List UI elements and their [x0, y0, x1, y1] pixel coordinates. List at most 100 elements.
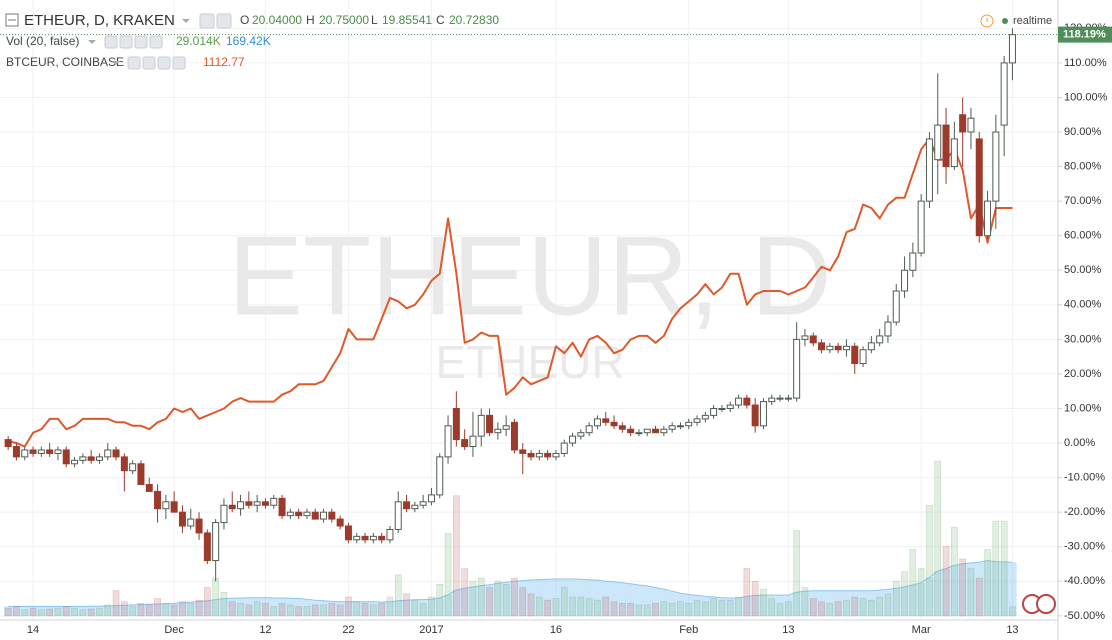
candle-body: [801, 335, 809, 340]
volume-bar: [843, 599, 850, 617]
volume-ma-area: [792, 592, 801, 616]
volume-ma-area: [485, 584, 494, 616]
candle-body: [469, 435, 477, 448]
volume-ma-area: [958, 563, 967, 616]
volume-ma-area: [950, 565, 959, 616]
volume-ma-area: [302, 599, 312, 616]
header-icon[interactable]: [199, 13, 215, 29]
volume-bar: [785, 601, 792, 617]
y-tick-label: 80.00%: [1064, 160, 1102, 172]
candle-body: [917, 200, 925, 254]
volume-bar: [569, 596, 576, 617]
volume-bar: [453, 495, 460, 617]
volume-bar: [179, 601, 186, 617]
candle-body: [502, 425, 510, 430]
dropdown[interactable]: [112, 61, 120, 65]
volume-bar: [71, 607, 78, 617]
volume-bar: [760, 588, 767, 617]
candle-body: [901, 269, 909, 292]
candle-body: [21, 449, 29, 458]
volume-bar: [851, 596, 859, 617]
legend-icon[interactable]: [127, 56, 141, 70]
volume-bar: [54, 607, 62, 617]
candle-body: [178, 511, 186, 527]
candle-body: [71, 459, 79, 465]
volume-ma-area: [502, 582, 511, 616]
volume-bar: [859, 598, 867, 617]
volume-ma-area: [443, 594, 453, 616]
candle-body: [386, 528, 394, 541]
volume-bar: [643, 604, 651, 617]
volume-bar: [303, 606, 311, 617]
events-icon[interactable]: [1036, 594, 1056, 614]
volume-ma-area: [742, 596, 751, 616]
open-label: O: [240, 13, 249, 27]
candle-body: [46, 449, 54, 454]
high-label: H: [306, 13, 315, 27]
volume-ma-area: [609, 581, 619, 616]
alert-icon[interactable]: [980, 14, 994, 28]
volume-bar: [909, 549, 917, 617]
volume-ma-area: [286, 598, 295, 616]
dropdown[interactable]: [182, 19, 190, 23]
legend-icon[interactable]: [104, 35, 118, 49]
header-icon[interactable]: [216, 13, 232, 29]
volume-ma-area: [634, 585, 644, 616]
volume-bar: [428, 596, 435, 617]
legend-icon[interactable]: [172, 56, 186, 70]
volume-bar: [527, 593, 535, 617]
volume-bar: [768, 598, 776, 617]
volume-ma-area: [535, 579, 544, 616]
volume-bar: [984, 549, 991, 617]
candle-body: [867, 342, 875, 351]
volume-ma-area: [1008, 562, 1017, 616]
dropdown[interactable]: [88, 40, 96, 44]
legend-icon[interactable]: [134, 35, 148, 49]
realtime-dot: [1002, 18, 1008, 24]
symbol-icon[interactable]: [5, 13, 19, 27]
volume-bar: [46, 608, 53, 617]
volume-bar: [735, 596, 742, 617]
legend-icon[interactable]: [157, 56, 171, 70]
y-tick-label: 40.00%: [1064, 299, 1102, 311]
volume-bar: [129, 606, 136, 617]
volume-bar: [162, 603, 170, 617]
y-tick-label: 10.00%: [1064, 402, 1102, 414]
candle-body: [569, 435, 577, 444]
volume-ma-area: [327, 601, 336, 616]
volume-ma-area: [867, 590, 876, 616]
volume-bar: [868, 599, 875, 617]
y-tick-label: 50.00%: [1064, 264, 1102, 276]
x-tick-label: 14: [27, 624, 39, 636]
candle-body: [427, 494, 435, 503]
volume-ma-area: [4, 606, 13, 616]
volume-bar: [1000, 520, 1008, 617]
volume-ma-area: [850, 590, 859, 616]
candle-body: [884, 321, 892, 337]
volume-ma-area: [551, 578, 561, 616]
candle-body: [270, 497, 278, 506]
volume-ma-area: [933, 571, 942, 616]
legend-icon[interactable]: [142, 56, 156, 70]
volume-ma-area: [518, 580, 527, 616]
volume-bar: [394, 574, 402, 617]
candle-body: [311, 511, 319, 520]
candle-body: [842, 345, 850, 351]
legend-icon[interactable]: [149, 35, 163, 49]
volume-ma-area: [651, 587, 660, 616]
volume-bar: [959, 558, 966, 617]
volume-bar: [13, 606, 20, 617]
candle-body: [510, 421, 518, 451]
volume-ma-area: [103, 605, 112, 616]
legend-icon[interactable]: [119, 35, 133, 49]
volume-bar: [112, 590, 120, 617]
volume-bar: [361, 603, 369, 617]
volume-ma-area: [875, 590, 884, 616]
volume-bar: [345, 596, 352, 617]
volume-ma-area: [925, 577, 934, 616]
volume-bar: [170, 604, 178, 617]
volume-bar: [145, 604, 153, 617]
candle-body: [950, 138, 958, 168]
y-tick-label: -20.00%: [1064, 506, 1105, 518]
volume-ma-area: [153, 603, 162, 616]
